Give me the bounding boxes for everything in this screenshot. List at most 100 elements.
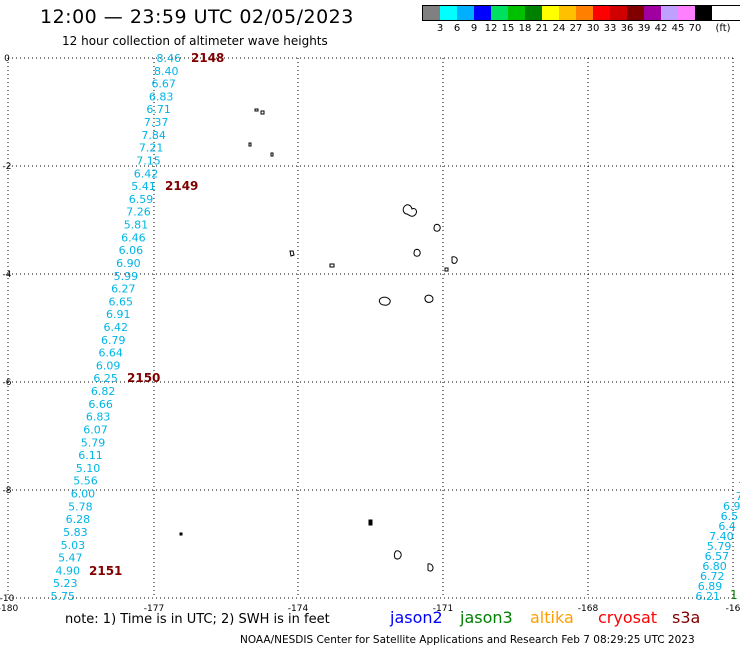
legend-label: 6	[453, 23, 461, 34]
swh-value: 6.07	[83, 423, 108, 436]
legend-label: 18	[518, 23, 532, 34]
swh-value: 7.40	[709, 530, 734, 543]
island	[427, 563, 434, 572]
swh-value: 5.81	[124, 219, 149, 232]
pass-number-label: 2151	[89, 564, 122, 578]
altimeter-track-right: 776.96.56.47.405.796.576.806.726.896.211	[696, 480, 740, 603]
credit-line: NOAA/NESDIS Center for Satellite Applica…	[240, 634, 695, 646]
mission-s3a: s3a	[672, 608, 701, 627]
swh-value: 6.64	[98, 347, 123, 360]
island	[270, 152, 274, 157]
legend-swatch	[423, 6, 440, 20]
swh-value: 7.15	[136, 154, 161, 167]
swh-value: 5.83	[63, 526, 88, 539]
swh-value: 8.46	[157, 52, 182, 65]
x-tick-label: -177	[144, 604, 164, 612]
legend-swatch	[678, 6, 695, 20]
island	[289, 250, 295, 257]
swh-value: 6.59	[129, 193, 154, 206]
swh-value: 8.40	[154, 65, 179, 78]
swh-value: 6.65	[109, 295, 134, 308]
swh-value: 5.41	[131, 180, 156, 193]
swh-value: 6.79	[101, 334, 126, 347]
legend-labels: 3 6 9 12 15 18 21 24 27 30 33 36 39 42 45 70 (ft)	[422, 23, 740, 35]
legend-unit: (ft)	[715, 23, 731, 34]
legend-swatch	[440, 6, 457, 20]
legend-label: 24	[552, 23, 566, 34]
island	[424, 294, 434, 303]
swh-value: 6.25	[93, 372, 118, 385]
legend-label: 39	[637, 23, 651, 34]
legend-label: 33	[603, 23, 617, 34]
legend-label: 15	[501, 23, 515, 34]
swh-value: 4.90	[56, 564, 81, 577]
legend-swatch	[644, 6, 661, 20]
island	[254, 108, 259, 112]
mission-altika: altika	[530, 608, 574, 627]
swh-value: 6.66	[88, 398, 113, 411]
legend-label: 45	[671, 23, 685, 34]
swh-value: 6.71	[146, 103, 171, 116]
swh-value: 6.83	[149, 90, 174, 103]
swh-value: 6.46	[121, 231, 146, 244]
legend-swatch	[508, 6, 525, 20]
legend-label: 3	[436, 23, 444, 34]
x-tick-label: -174	[288, 604, 309, 612]
y-tick-label: -8	[3, 486, 12, 496]
swh-value: 6.80	[702, 560, 727, 573]
y-tick-label: -2	[3, 162, 12, 172]
island	[402, 204, 417, 217]
swh-value: 7.84	[141, 129, 166, 142]
swh-value: 5.10	[76, 462, 101, 475]
map-title: 12:00 — 23:59 UTC 02/05/2023	[40, 6, 354, 28]
altimeter-map: -180 -177 -174 -171 -168 -16 0 -2 -4 -6 -8 -10 8.46…	[0, 51, 740, 612]
y-tick-label: -6	[3, 378, 12, 388]
axis-tick-labels: -180 -177 -174 -171 -168 -16 0 -2 -4 -6 -8 -10	[0, 54, 740, 612]
swh-value: 6.90	[116, 257, 141, 270]
swh-value: 6.21	[696, 590, 721, 603]
pass-number-label: 2150	[127, 371, 160, 385]
legend-swatch	[695, 6, 712, 20]
legend-label: 42	[654, 23, 668, 34]
map-grid	[7, 57, 734, 599]
swh-value: 6.83	[86, 411, 111, 424]
swh-value: 7.37	[144, 116, 169, 129]
swh-value: 5.03	[61, 539, 86, 552]
legend-swatch	[610, 6, 627, 20]
swh-value: 5.75	[51, 590, 76, 603]
note-text: note: 1) Time is in UTC; 2) SWH is in fe…	[65, 612, 330, 627]
swh-value: 7	[736, 490, 740, 503]
island	[393, 550, 402, 560]
swh-value: 6.91	[106, 308, 131, 321]
altimeter-track-main: 8.468.406.676.836.717.377.847.217.156.42…	[51, 52, 182, 603]
x-tick-label: -168	[578, 604, 599, 612]
legend-label: 36	[620, 23, 634, 34]
island-outlines	[179, 108, 458, 572]
swh-value: 5.79	[81, 436, 106, 449]
mission-jason3: jason3	[460, 608, 513, 627]
track-marker: 1	[730, 588, 738, 602]
legend-label: 9	[470, 23, 478, 34]
island	[433, 223, 441, 232]
island	[451, 256, 458, 264]
legend-swatch	[627, 6, 644, 20]
y-tick-label: 0	[4, 54, 10, 64]
legend-label: 21	[535, 23, 549, 34]
mission-cryosat: cryosat	[598, 608, 658, 627]
swh-value: 6.72	[700, 570, 725, 583]
legend-swatch	[542, 6, 559, 20]
swh-value: 6.89	[698, 580, 723, 593]
legend-swatch	[661, 6, 678, 20]
legend-label: 27	[569, 23, 583, 34]
swh-value: 6.09	[96, 359, 121, 372]
swh-value: 7.21	[139, 142, 164, 155]
swh-value: 5.23	[53, 577, 78, 590]
swh-value: 6.00	[71, 488, 96, 501]
swh-value: 6.28	[66, 513, 91, 526]
swh-value: 6.42	[104, 321, 129, 334]
y-tick-label: -10	[0, 594, 15, 604]
swh-value: 6.82	[91, 385, 116, 398]
island	[368, 519, 373, 526]
legend-label: 12	[484, 23, 498, 34]
y-tick-label: -4	[3, 270, 12, 280]
